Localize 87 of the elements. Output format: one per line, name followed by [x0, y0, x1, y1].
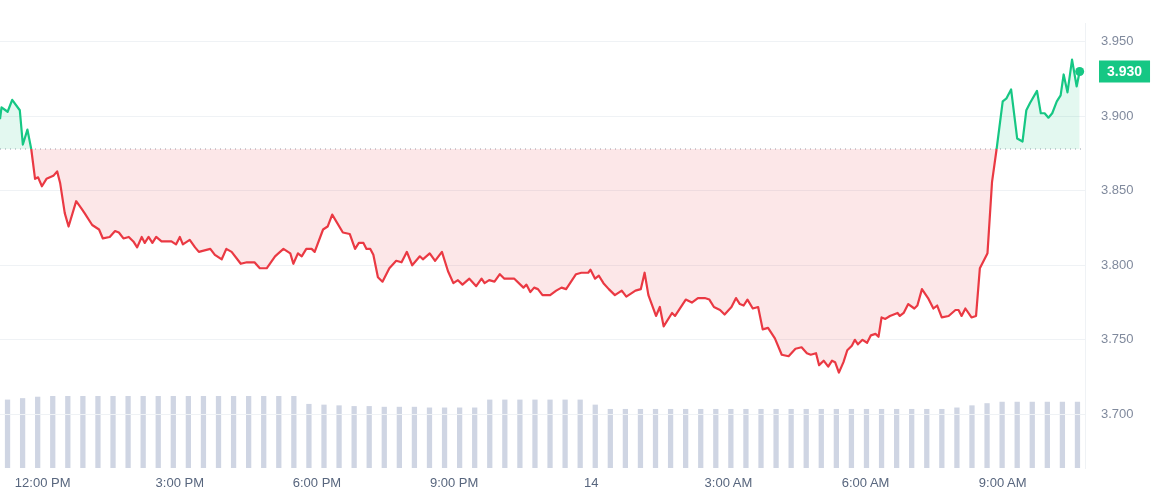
bar — [411, 406, 418, 468]
bar — [622, 408, 629, 468]
bar — [713, 408, 719, 468]
x-tick-label: 3:00 AM — [704, 475, 753, 491]
y-tick-label: 3.700 — [1101, 405, 1134, 421]
bar — [773, 408, 779, 468]
x-tick-label: 9:00 PM — [429, 475, 479, 491]
bar — [35, 396, 41, 468]
x-tick-label: 6:00 AM — [841, 475, 890, 491]
bar — [728, 408, 734, 468]
bar — [1044, 401, 1050, 468]
bar — [170, 396, 176, 468]
bar — [848, 408, 855, 468]
bar — [366, 406, 372, 468]
bar — [788, 408, 794, 468]
bar — [155, 396, 161, 468]
bar — [758, 408, 764, 468]
y-tick-label: 3.850 — [1101, 182, 1134, 198]
bar — [95, 396, 101, 468]
bar — [381, 406, 387, 468]
bar — [351, 406, 357, 468]
bar — [336, 405, 342, 468]
bar — [110, 396, 116, 468]
x-tick-label: 14 — [584, 475, 599, 491]
bar — [909, 408, 915, 468]
bar — [683, 408, 689, 468]
bar — [230, 396, 237, 468]
bar — [1029, 401, 1035, 468]
bar — [80, 396, 86, 468]
bar — [833, 408, 839, 468]
bar — [426, 407, 433, 468]
bar — [924, 408, 930, 468]
bar — [939, 408, 945, 468]
bar — [276, 396, 282, 468]
bar — [200, 396, 207, 468]
y-tick-label: 3.950 — [1101, 33, 1134, 49]
bar — [863, 408, 870, 468]
bar — [472, 407, 478, 468]
bar — [19, 398, 26, 468]
bar — [894, 408, 900, 468]
data-label: 3.930 — [1107, 63, 1143, 80]
bar — [441, 407, 448, 468]
x-tick-label: 12:00 PM — [14, 475, 71, 491]
bar — [547, 399, 553, 468]
bar — [125, 396, 131, 468]
bar — [969, 405, 975, 468]
x-tick-label: 9:00 AM — [978, 475, 1027, 491]
bar — [246, 396, 252, 468]
y-tick-label: 3.750 — [1101, 331, 1134, 347]
bar — [1074, 401, 1081, 468]
x-tick-label: 3:00 PM — [155, 475, 205, 491]
bar — [637, 408, 644, 468]
bar — [577, 399, 583, 468]
bar — [215, 396, 222, 468]
bar — [65, 396, 71, 468]
y-tick-label: 3.900 — [1101, 107, 1134, 123]
bar — [999, 401, 1005, 468]
bar — [698, 408, 704, 468]
bar — [1014, 401, 1020, 468]
bar — [291, 396, 297, 468]
y-tick-label: 3.800 — [1101, 256, 1134, 272]
bar — [487, 399, 493, 468]
bar — [50, 396, 56, 468]
bar — [562, 399, 568, 468]
bar — [592, 404, 598, 468]
bar — [456, 407, 463, 468]
bar — [607, 408, 613, 468]
bar — [185, 396, 192, 468]
bar — [306, 403, 312, 468]
bar — [502, 399, 508, 468]
bar — [652, 408, 659, 468]
bar — [667, 408, 674, 468]
bar — [532, 399, 538, 468]
bar — [803, 408, 809, 468]
bar — [4, 399, 11, 468]
bar — [517, 399, 523, 468]
bar — [140, 396, 146, 468]
bar — [261, 396, 267, 468]
bar — [984, 403, 990, 468]
bar — [878, 408, 885, 468]
bar — [818, 408, 824, 468]
x-tick-label: 6:00 PM — [292, 475, 342, 491]
bar — [743, 408, 749, 468]
bar — [954, 407, 960, 468]
bar — [396, 406, 402, 468]
bar — [321, 404, 327, 468]
bar — [1059, 401, 1066, 468]
